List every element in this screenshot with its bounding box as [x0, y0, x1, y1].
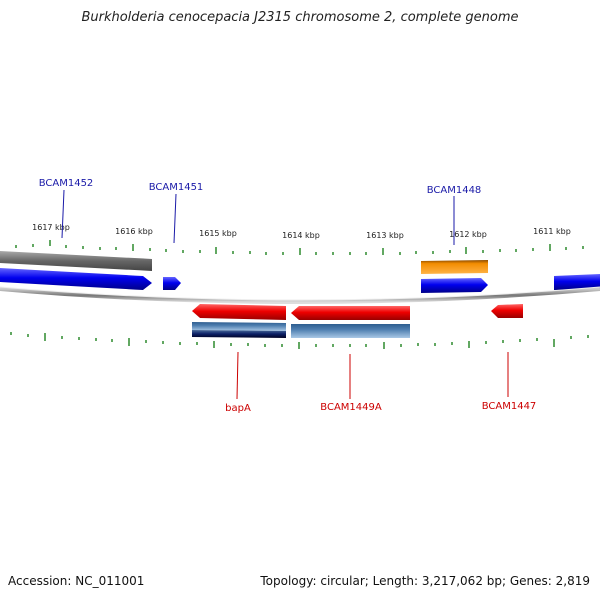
ruler-label: 1616 kbp [115, 227, 153, 236]
ruler-labels: 1617 kbp 1616 kbp 1615 kbp 1614 kbp 1613… [32, 223, 571, 240]
reverse-cds-arrow[interactable] [192, 304, 286, 320]
ruler-label: 1612 kbp [449, 230, 487, 239]
ruler-label: 1614 kbp [282, 231, 320, 240]
gray-feature[interactable] [0, 251, 152, 271]
genome-summary-text: Topology: circular; Length: 3,217,062 bp… [260, 574, 590, 588]
forward-label-leaders [61, 189, 455, 245]
forward-cds-arrow[interactable] [0, 268, 152, 290]
forward-cds-track [0, 268, 600, 293]
forward-cds-arrow[interactable] [554, 274, 600, 290]
reverse-gene-labels: bapA BCAM1449A BCAM1447 [225, 401, 536, 414]
ruler-label: 1611 kbp [533, 227, 571, 236]
forward-cds-arrow[interactable] [421, 278, 488, 293]
orange-feature[interactable] [421, 260, 488, 274]
gene-label-bcam1449a: BCAM1449A [320, 402, 382, 413]
backbone-arc [0, 287, 600, 304]
gene-label-bcam1452: BCAM1452 [39, 178, 94, 189]
reverse-cds-arrow[interactable] [291, 306, 410, 320]
reverse-cds-track [192, 304, 523, 320]
steelblue-feature[interactable] [192, 322, 286, 331]
gene-label-bcam1448: BCAM1448 [427, 185, 482, 196]
ruler-label: 1613 kbp [366, 231, 404, 240]
reverse-cds-arrow[interactable] [491, 304, 523, 318]
backbone-arc-highlight [0, 286, 600, 301]
upper-ticks [15, 240, 584, 255]
gene-label-bcam1447: BCAM1447 [482, 401, 537, 412]
gene-label-bcam1451: BCAM1451 [149, 182, 204, 193]
map-title: Burkholderia cenocepacia J2315 chromosom… [81, 10, 519, 25]
lower-ticks [10, 332, 589, 349]
ruler-label: 1617 kbp [32, 223, 70, 232]
navy-feature[interactable] [192, 330, 286, 338]
gene-label-bapa: bapA [225, 403, 251, 414]
ruler-label: 1615 kbp [199, 229, 237, 238]
forward-gene-labels: BCAM1452 BCAM1451 BCAM1448 [39, 178, 482, 196]
forward-cds-arrow[interactable] [163, 277, 181, 290]
steelblue-feature[interactable] [291, 324, 410, 338]
reverse-label-leaders [236, 351, 509, 400]
accession-text: Accession: NC_011001 [8, 574, 145, 588]
